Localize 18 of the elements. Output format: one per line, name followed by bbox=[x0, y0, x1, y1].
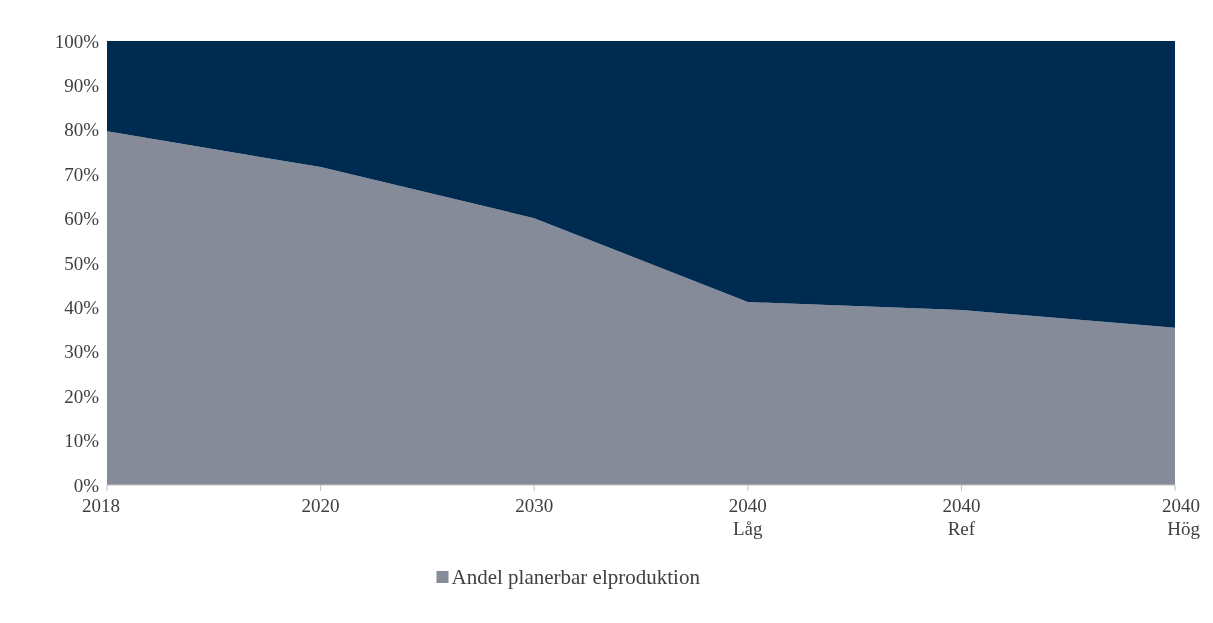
y-tick-label: 0% bbox=[73, 474, 100, 496]
x-tick-label: 2018 bbox=[82, 495, 120, 516]
y-tick-label: 40% bbox=[64, 297, 100, 319]
x-tick-label: 2040 Ref bbox=[942, 495, 981, 539]
x-tick-label: 2020 bbox=[301, 495, 340, 516]
legend-label: Andel planerbar elproduktion bbox=[451, 565, 701, 590]
x-tick-label: 2040 Låg bbox=[728, 495, 767, 539]
x-tick-label: 2030 bbox=[515, 495, 554, 516]
y-tick-label: 90% bbox=[64, 75, 100, 97]
y-tick-label: 30% bbox=[64, 341, 100, 363]
y-tick-label: 20% bbox=[64, 385, 100, 407]
y-tick-label: 50% bbox=[64, 252, 100, 274]
y-tick-label: 80% bbox=[64, 119, 100, 141]
y-tick-label: 10% bbox=[64, 430, 100, 452]
y-tick-label: 70% bbox=[64, 163, 100, 185]
y-tick-label: 60% bbox=[64, 208, 100, 230]
x-tick-label: 2040 Hög bbox=[1162, 495, 1201, 539]
y-tick-label: 100% bbox=[54, 30, 100, 52]
